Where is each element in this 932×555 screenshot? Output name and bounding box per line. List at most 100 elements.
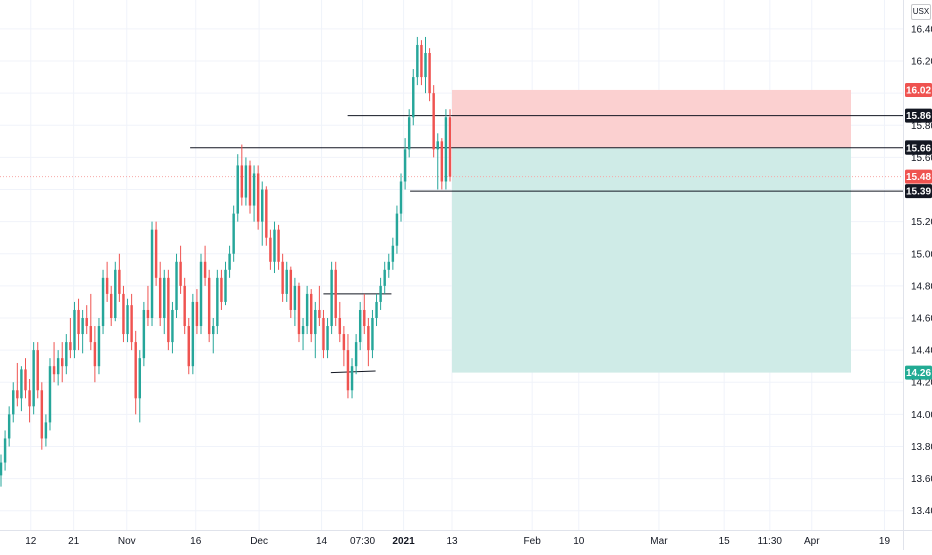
candle-body <box>196 302 198 326</box>
candle-body <box>343 334 345 350</box>
candle-body <box>110 294 112 318</box>
candle-body <box>32 350 34 406</box>
price-tick-label: 14.40 <box>911 346 932 357</box>
candle-body <box>163 278 165 318</box>
candle-body <box>61 358 63 366</box>
candle-body <box>245 165 247 197</box>
candle-body <box>253 173 255 205</box>
take-profit-zone <box>452 148 851 373</box>
candle-body <box>261 190 263 222</box>
candle-body <box>232 214 234 254</box>
candle-body <box>12 390 14 414</box>
time-tick-label: Dec <box>250 536 268 547</box>
candle-body <box>228 254 230 270</box>
candle-body <box>441 141 443 181</box>
candle-body <box>183 286 185 326</box>
candle-body <box>167 278 169 342</box>
candle-body <box>114 270 116 318</box>
candle-body <box>383 270 385 286</box>
time-tick-label: 19 <box>879 536 891 547</box>
candle-body <box>179 262 181 286</box>
candle-body <box>420 45 422 77</box>
time-tick-label: 21 <box>68 536 80 547</box>
candles <box>0 37 451 487</box>
candle-body <box>322 318 324 350</box>
candle-body <box>122 294 124 334</box>
candle-body <box>363 310 365 326</box>
candle-body <box>143 310 145 358</box>
candle-body <box>334 270 336 318</box>
candle-body <box>204 262 206 278</box>
currency-label[interactable]: USX <box>911 4 931 20</box>
candle-body <box>216 278 218 326</box>
price-tick-label: 14.00 <box>911 410 932 421</box>
candle-body <box>24 369 26 390</box>
candle-body <box>286 270 288 294</box>
candle-body <box>355 342 357 366</box>
candle-body <box>412 77 414 117</box>
time-tick-label: 13 <box>446 536 458 547</box>
candle-body <box>175 262 177 310</box>
candle-body <box>269 238 271 262</box>
candle-body <box>130 305 132 342</box>
price-tick-label: 15.00 <box>911 249 932 260</box>
candle-body <box>126 305 128 334</box>
time-tick-label: 10 <box>573 536 585 547</box>
candle-body <box>0 463 2 476</box>
candle-body <box>94 342 96 366</box>
candle-body <box>265 190 267 238</box>
candle-body <box>151 230 153 318</box>
time-tick-label: Apr <box>804 536 820 547</box>
candle-body <box>188 326 190 366</box>
candle-body <box>432 93 434 149</box>
candle-body <box>241 165 243 197</box>
candle-body <box>224 270 226 302</box>
candle-body <box>139 358 141 398</box>
candle-body <box>347 350 349 390</box>
candle-body <box>400 181 402 213</box>
candle-body <box>77 310 79 334</box>
candle-body <box>159 278 161 318</box>
time-tick-label: 15 <box>719 536 731 547</box>
candle-body <box>65 342 67 366</box>
price-tag-label: 16.02 <box>906 85 931 96</box>
price-tag-label: 15.48 <box>906 172 931 183</box>
price-tick-label: 14.80 <box>911 281 932 292</box>
candle-body <box>404 149 406 181</box>
candle-body <box>314 310 316 334</box>
candle-body <box>424 53 426 77</box>
candle-body <box>281 262 283 294</box>
candle-body <box>445 117 447 181</box>
candle-body <box>257 173 259 221</box>
candle-body <box>339 318 341 334</box>
price-tag-label: 15.86 <box>906 111 931 122</box>
candle-body <box>118 270 120 294</box>
candle-body <box>208 278 210 334</box>
position-zones <box>452 90 851 373</box>
candle-body <box>212 326 214 334</box>
candle-body <box>220 278 222 302</box>
candle-body <box>81 318 83 334</box>
candle-body <box>302 326 304 334</box>
candle-body <box>147 310 149 318</box>
candle-body <box>85 318 87 326</box>
price-tick-label: 13.40 <box>911 506 932 517</box>
price-tag-label: 15.39 <box>906 187 931 198</box>
candle-body <box>359 310 361 342</box>
candle-body <box>310 294 312 334</box>
candle-body <box>449 117 451 176</box>
candle-body <box>375 302 377 318</box>
candle-body <box>294 286 296 310</box>
candle-body <box>28 390 30 406</box>
candle-body <box>41 390 43 438</box>
candle-body <box>306 294 308 326</box>
price-tag-label: 14.26 <box>906 368 931 379</box>
candle-body <box>408 117 410 149</box>
candle-body <box>98 326 100 366</box>
time-tick-label: 16 <box>190 536 202 547</box>
candle-body <box>428 53 430 93</box>
time-tick-label: Feb <box>524 536 542 547</box>
